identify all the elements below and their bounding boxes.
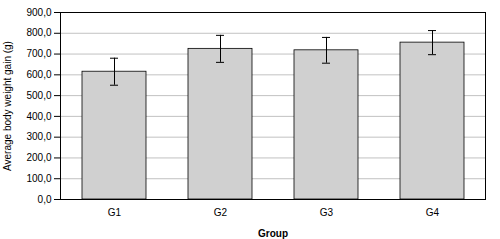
- svg-text:G3: G3: [320, 207, 334, 218]
- svg-text:700,0: 700,0: [26, 48, 51, 59]
- svg-text:300,0: 300,0: [26, 131, 51, 142]
- svg-text:400,0: 400,0: [26, 111, 51, 122]
- svg-text:200,0: 200,0: [26, 152, 51, 163]
- svg-text:Group: Group: [258, 228, 288, 239]
- svg-text:G2: G2: [214, 207, 228, 218]
- svg-text:G4: G4: [426, 207, 440, 218]
- svg-text:0,0: 0,0: [38, 194, 52, 205]
- svg-text:G1: G1: [108, 207, 122, 218]
- svg-text:600,0: 600,0: [26, 69, 51, 80]
- svg-text:500,0: 500,0: [26, 90, 51, 101]
- svg-text:Average body weight gain (g): Average body weight gain (g): [2, 41, 13, 171]
- svg-text:800,0: 800,0: [26, 27, 51, 38]
- svg-text:100,0: 100,0: [26, 173, 51, 184]
- svg-text:900,0: 900,0: [26, 7, 51, 18]
